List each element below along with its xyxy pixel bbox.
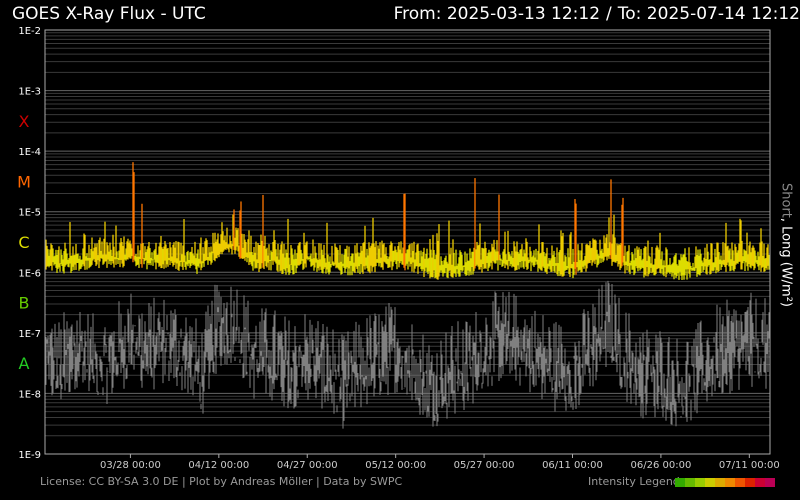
legend-swatch — [765, 478, 775, 487]
y-tick-label: 1E-8 — [18, 389, 41, 400]
y-axis-label-long: Long (W/m²) — [778, 226, 794, 307]
y-axis-ticks: 1E-2 1E-3 1E-4 1E-5 1E-6 1E-7 1E-8 1E-9 — [18, 26, 41, 461]
x-tick-label: 06/26 00:00 — [630, 460, 691, 471]
license-text: License: CC BY-SA 3.0 DE | Plot by Andre… — [40, 475, 403, 488]
flare-class-labels: X M C B A — [17, 112, 31, 373]
legend-swatch — [685, 478, 695, 487]
class-label-X: X — [19, 112, 30, 131]
x-tick-label: 03/28 00:00 — [100, 460, 161, 471]
y-tick-label: 1E-5 — [18, 208, 41, 219]
legend-swatch — [695, 478, 705, 487]
chart-title: GOES X-Ray Flux - UTC — [12, 4, 206, 24]
x-tick-label: 07/11 00:00 — [719, 460, 780, 471]
x-tick-label: 04/27 00:00 — [277, 460, 338, 471]
legend-swatch — [755, 478, 765, 487]
x-tick-label: 05/12 00:00 — [365, 460, 426, 471]
legend-swatch — [725, 478, 735, 487]
legend-swatch — [735, 478, 745, 487]
class-label-C: C — [18, 233, 29, 252]
legend-swatch — [705, 478, 715, 487]
short-series — [45, 280, 770, 429]
class-label-A: A — [19, 354, 30, 373]
y-axis-label-short: Short — [778, 183, 794, 218]
y-tick-label: 1E-3 — [18, 87, 41, 98]
range-separator: / — [606, 4, 612, 24]
plot-frame — [44, 29, 771, 455]
to-label: To: 2025-07-14 12:12 — [617, 4, 800, 24]
long-series — [45, 162, 770, 281]
intensity-legend-bar — [675, 478, 775, 487]
y-tick-label: 1E-2 — [18, 26, 41, 37]
legend-swatch — [745, 478, 755, 487]
legend-swatch — [715, 478, 725, 487]
y-axis-label-sep: , — [778, 217, 794, 227]
time-range: From: 2025-03-13 12:12/To: 2025-07-14 12… — [394, 4, 800, 24]
y-tick-label: 1E-9 — [18, 450, 41, 461]
legend-swatch — [675, 478, 685, 487]
from-label: From: 2025-03-13 12:12 — [393, 4, 601, 24]
y-tick-label: 1E-7 — [18, 329, 41, 340]
y-axis-label: Short, Long (W/m²) — [779, 183, 794, 307]
class-label-M: M — [17, 172, 31, 191]
x-axis-ticks: 03/28 00:00 04/12 00:00 04/27 00:00 05/12 0… — [100, 454, 780, 471]
x-tick-label: 06/11 00:00 — [542, 460, 603, 471]
intensity-legend-label: Intensity Legend — [588, 475, 680, 488]
grid-lines — [45, 32, 770, 455]
y-tick-label: 1E-6 — [18, 268, 41, 279]
y-tick-label: 1E-4 — [18, 147, 41, 158]
x-tick-label: 04/12 00:00 — [188, 460, 249, 471]
x-tick-label: 05/27 00:00 — [454, 460, 515, 471]
class-label-B: B — [19, 294, 30, 313]
